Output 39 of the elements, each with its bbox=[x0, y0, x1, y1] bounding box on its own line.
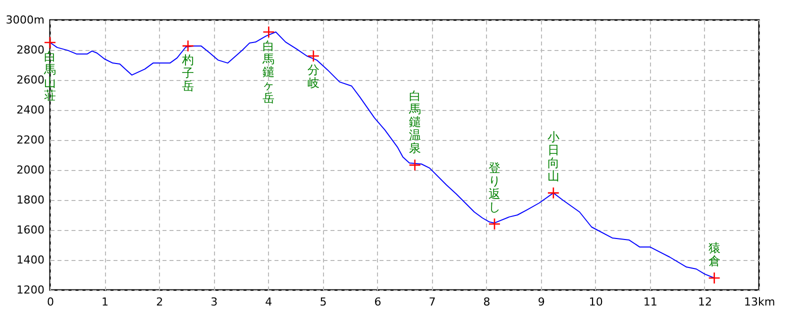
point bbox=[408, 158, 421, 172]
y-tick-label: 2000 bbox=[16, 164, 44, 176]
x-tick-label: 1 bbox=[102, 296, 109, 308]
y-tick-label: 2600 bbox=[16, 74, 44, 86]
point bbox=[708, 272, 720, 284]
y-tick-label: 1800 bbox=[16, 194, 44, 206]
y-tick-label: 1200 bbox=[16, 284, 44, 296]
x-tick-label: 8 bbox=[483, 296, 490, 308]
x-tick-label: 12 bbox=[698, 296, 712, 308]
x-tick-label: 5 bbox=[320, 296, 327, 308]
y-tick-label: 1400 bbox=[16, 254, 44, 266]
y-tick-label: 3000m bbox=[6, 14, 44, 26]
annotation: 分岐 bbox=[307, 63, 320, 90]
x-tick-label: 3 bbox=[210, 296, 218, 308]
point bbox=[488, 218, 501, 230]
x-tick-label: 11 bbox=[643, 296, 658, 308]
y-tick-label: 2800 bbox=[16, 44, 44, 56]
annotation: 白馬鑓温泉 bbox=[408, 89, 421, 156]
x-tick-label: 10 bbox=[588, 296, 603, 308]
point bbox=[182, 40, 194, 52]
y-tick-label: 2400 bbox=[16, 104, 44, 116]
annotation: 杓子岳 bbox=[180, 52, 194, 93]
point bbox=[44, 36, 56, 49]
annotation: 小日向山 bbox=[547, 130, 560, 183]
x-tick-label: 2 bbox=[156, 296, 164, 308]
y-tick-label: 1600 bbox=[16, 224, 44, 236]
y-tick-label: 2200 bbox=[16, 134, 44, 146]
x-tick-label: 9 bbox=[538, 296, 545, 308]
x-tick-label: 0 bbox=[47, 296, 54, 308]
x-tick-label: 4 bbox=[265, 296, 272, 308]
annotation: 猿倉 bbox=[708, 241, 720, 268]
annotation: 白馬鑓ヶ岳 bbox=[262, 39, 275, 105]
point bbox=[262, 26, 275, 38]
point bbox=[547, 186, 560, 200]
point bbox=[307, 50, 320, 62]
x-tick-label: 13km bbox=[744, 296, 776, 308]
x-tick-label: 6 bbox=[374, 296, 382, 308]
annotation: 登り返し bbox=[488, 161, 500, 214]
x-tick-label: 7 bbox=[428, 296, 436, 308]
